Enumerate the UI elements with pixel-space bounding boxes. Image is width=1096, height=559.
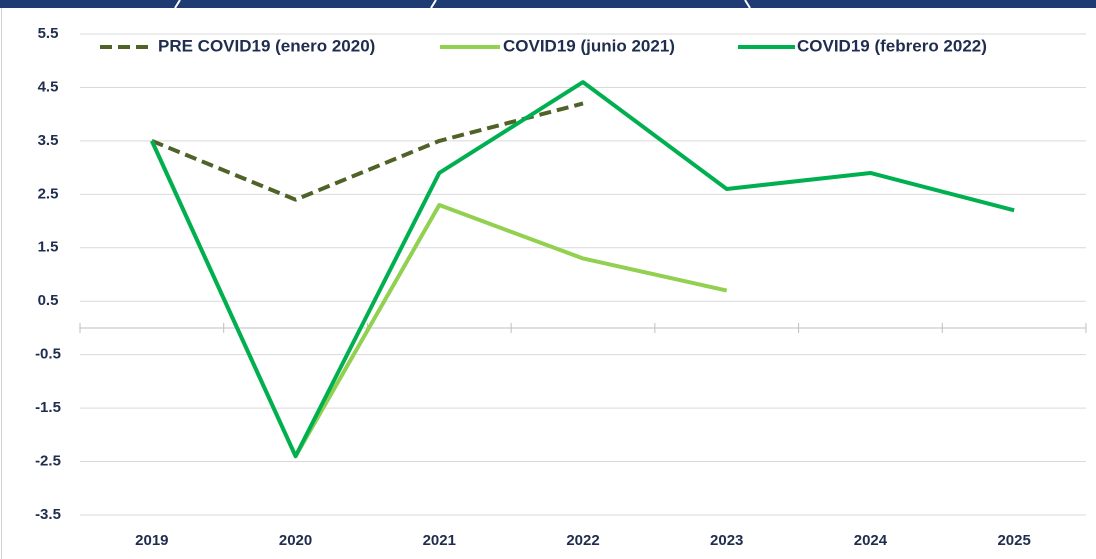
x-tick-label: 2025 [997, 532, 1030, 549]
series-line [151, 101, 584, 202]
y-tick-label: 0.5 [38, 292, 59, 309]
y-tick-label: 2.5 [38, 185, 59, 202]
y-tick-label: -0.5 [35, 346, 61, 363]
x-tick-label: 2022 [566, 532, 599, 549]
y-tick-label: -2.5 [35, 453, 61, 470]
series-line [150, 80, 1015, 459]
x-tick-label: 2024 [854, 532, 888, 549]
banner-divider [744, 0, 751, 9]
top-banner [0, 0, 1096, 8]
x-tick-label: 2019 [135, 532, 168, 549]
y-tick-label: 3.5 [38, 132, 59, 149]
x-tick-label: 2021 [423, 532, 456, 549]
legend-label: COVID19 (febrero 2022) [797, 36, 987, 55]
y-tick-label: 5.5 [38, 25, 59, 42]
y-tick-label: 1.5 [38, 239, 59, 256]
y-tick-label: -1.5 [35, 399, 61, 416]
legend-label: PRE COVID19 (enero 2020) [158, 36, 375, 55]
y-tick-label: 4.5 [38, 78, 59, 95]
banner-divider [430, 0, 437, 9]
x-tick-label: 2020 [279, 532, 312, 549]
y-tick-label: -3.5 [35, 506, 61, 523]
banner-divider [174, 0, 181, 9]
x-tick-label: 2023 [710, 532, 743, 549]
legend-label: COVID19 (junio 2021) [503, 36, 675, 55]
